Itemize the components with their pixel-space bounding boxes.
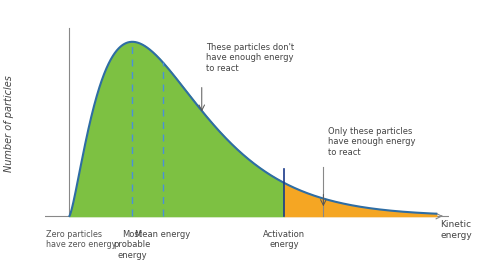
Text: Only these particles
have enough energy
to react: Only these particles have enough energy … (328, 127, 415, 157)
Text: Zero particles
have zero energy: Zero particles have zero energy (46, 230, 117, 250)
Text: These particles don't
have enough energy
to react: These particles don't have enough energy… (206, 43, 294, 73)
Text: Kinetic
energy: Kinetic energy (441, 221, 472, 240)
Text: Most
probable
energy: Most probable energy (114, 230, 151, 260)
Text: Activation
energy: Activation energy (263, 230, 305, 250)
Text: Number of particles: Number of particles (4, 75, 14, 172)
Text: Mean energy: Mean energy (135, 230, 190, 239)
